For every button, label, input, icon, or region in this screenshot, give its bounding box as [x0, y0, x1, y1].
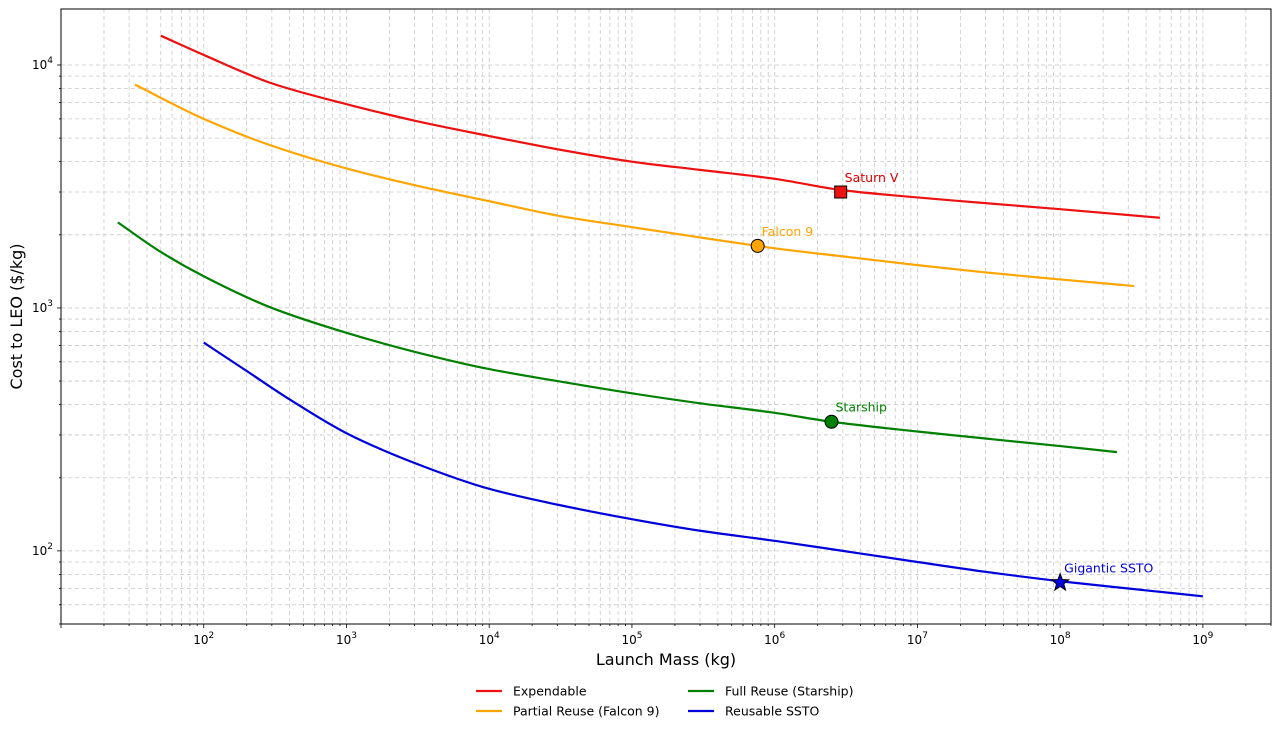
x-tick-label-4: 106 [764, 631, 785, 647]
grid-lines [60, 9, 1272, 625]
series-line-0 [160, 34, 1161, 219]
x-tick-label-3: 105 [621, 631, 642, 647]
y-tick-label-2: 104 [32, 56, 53, 72]
y-tick-label-0: 102 [32, 542, 53, 558]
series-line-1 [134, 83, 1135, 288]
x-tick-label-0: 102 [193, 631, 214, 647]
marker-label-0: Saturn V [845, 170, 899, 185]
x-axis-ticks: 102 103 104 105 106 107 108 109 [60, 624, 1272, 647]
series-line-3 [203, 341, 1204, 598]
x-axis-title: Launch Mass (kg) [596, 650, 736, 669]
marker-point-1 [750, 238, 765, 253]
marker-label-1: Falcon 9 [762, 224, 814, 239]
x-tick-label-6: 108 [1050, 631, 1071, 647]
legend-label-2: Full Reuse (Starship) [725, 684, 854, 699]
series-line-2 [117, 221, 1118, 454]
legend-label-1: Partial Reuse (Falcon 9) [513, 704, 659, 719]
marker-point-0 [834, 185, 848, 199]
legend: Expendable Partial Reuse (Falcon 9) Full R… [476, 684, 854, 719]
markers: Saturn V Falcon 9 Starship Gigantic SSTO [750, 170, 1154, 592]
x-tick-label-5: 107 [907, 631, 928, 647]
marker-point-2 [824, 414, 839, 429]
marker-point-3 [1050, 572, 1071, 592]
plot-area-frame [60, 8, 1272, 625]
marker-label-2: Starship [835, 400, 887, 415]
legend-label-0: Expendable [513, 684, 587, 699]
x-tick-label-1: 103 [336, 631, 357, 647]
legend-label-3: Reusable SSTO [725, 704, 819, 719]
y-axis-ticks: 102 103 104 [32, 56, 61, 625]
x-tick-label-7: 109 [1192, 631, 1213, 647]
y-axis-title: Cost to LEO ($/kg) [7, 244, 26, 390]
y-tick-label-1: 103 [32, 299, 53, 315]
x-tick-label-2: 104 [479, 631, 500, 647]
series-lines [117, 34, 1204, 598]
marker-label-3: Gigantic SSTO [1064, 561, 1153, 576]
